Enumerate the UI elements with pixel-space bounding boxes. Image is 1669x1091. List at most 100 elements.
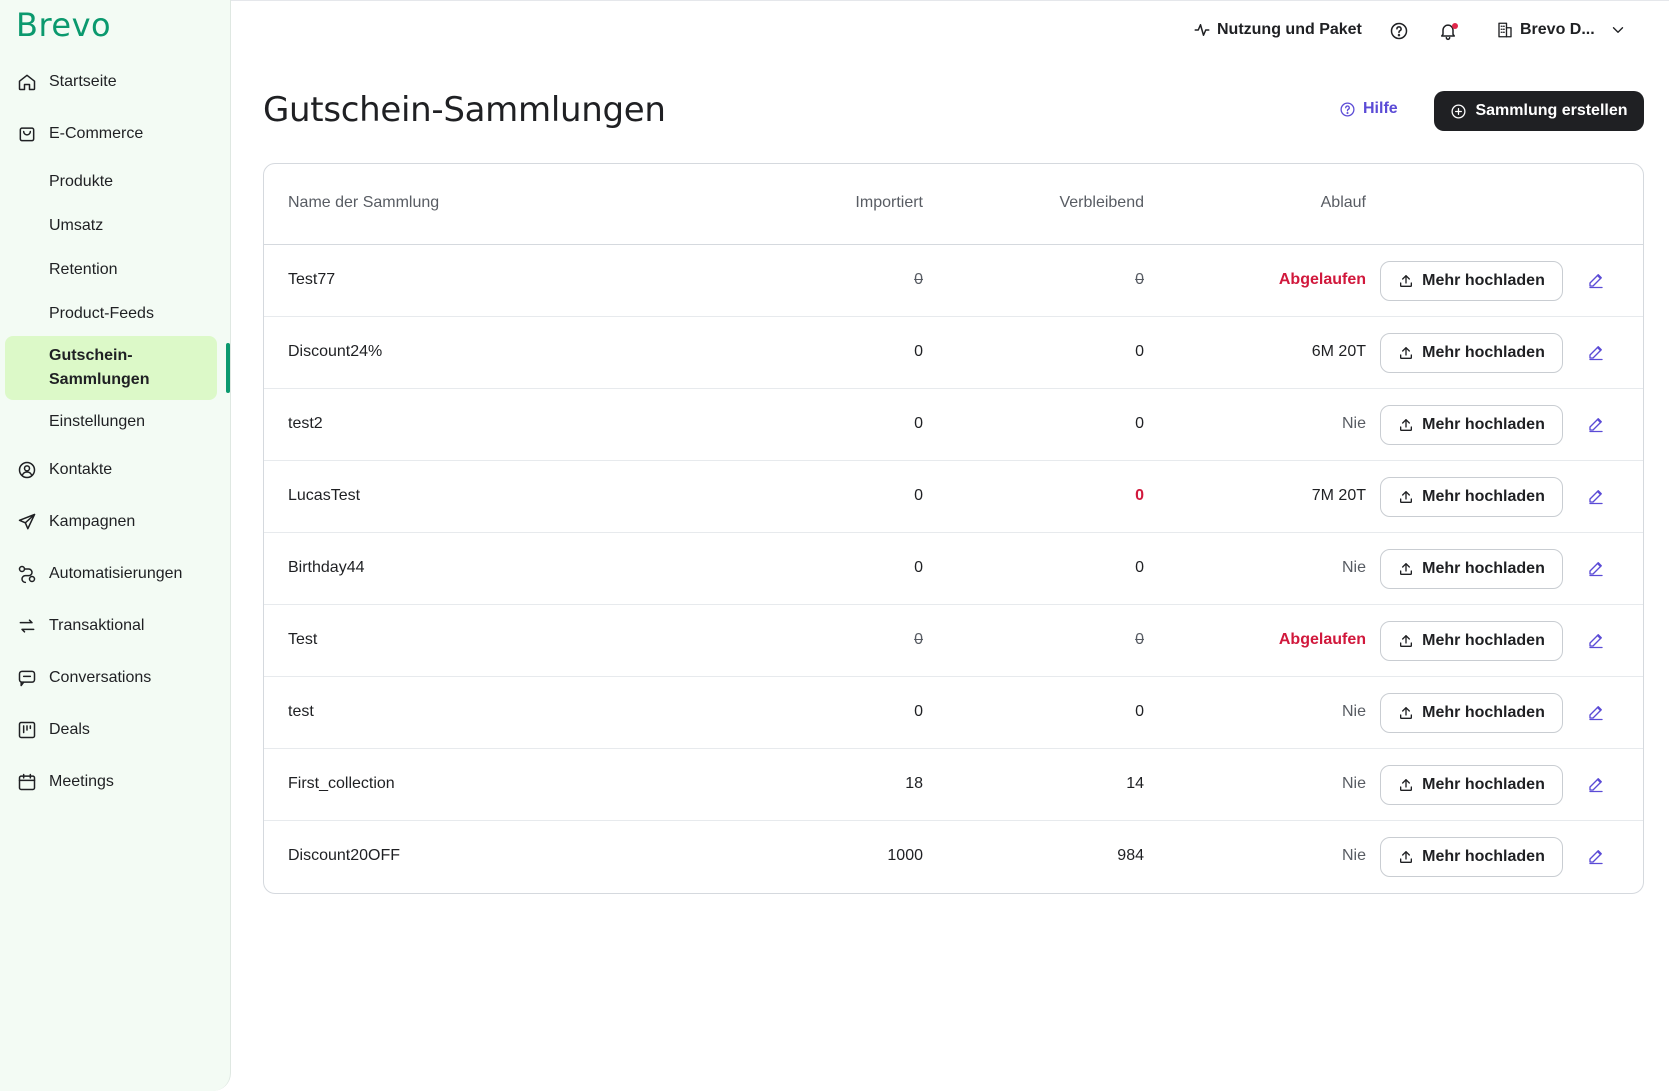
- upload-label: Mehr hochladen: [1422, 272, 1545, 289]
- collection-name: Discount20OFF: [288, 847, 401, 864]
- account-menu[interactable]: Brevo D...: [1496, 21, 1627, 39]
- edit-icon[interactable]: [1587, 631, 1607, 651]
- sidebar-item-meetings[interactable]: Meetings: [0, 756, 231, 808]
- expiry-value: Abgelaufen: [1278, 271, 1366, 288]
- bell-icon[interactable]: [1438, 21, 1460, 43]
- remaining-count: 0: [1135, 487, 1144, 504]
- chevron-down-icon: [1612, 27, 1623, 33]
- upload-icon: [1400, 275, 1413, 287]
- sidebar-item-kampagnen[interactable]: Kampagnen: [0, 496, 231, 548]
- expiry-value: 6M 20T: [1311, 343, 1366, 360]
- sidebar-item-conversations[interactable]: Conversations: [0, 652, 231, 704]
- collection-name: Test77: [288, 271, 336, 288]
- upload-icon: [1400, 851, 1413, 863]
- expiry-value: 7M 20T: [1311, 487, 1366, 504]
- sidebar-subitem-produkte[interactable]: Produkte: [49, 173, 114, 190]
- help-icon[interactable]: [1389, 21, 1411, 43]
- edit-icon[interactable]: [1587, 559, 1607, 579]
- upload-more-button[interactable]: Mehr hochladen: [1380, 765, 1563, 805]
- column-header-remaining: Verbleibend: [1059, 194, 1144, 211]
- activity-icon: [1194, 24, 1210, 36]
- upload-more-button[interactable]: Mehr hochladen: [1380, 405, 1563, 445]
- sidebar-item-transaktional[interactable]: Transaktional: [0, 600, 231, 652]
- upload-label: Mehr hochladen: [1422, 848, 1545, 865]
- sidebar-subitem-retention[interactable]: Retention: [49, 261, 118, 278]
- notification-dot: [1452, 23, 1458, 29]
- remaining-count: 14: [1126, 775, 1144, 792]
- collection-name: Discount24%: [288, 343, 383, 360]
- usage-and-plan-link[interactable]: Nutzung und Paket: [1193, 21, 1362, 39]
- imported-count: 18: [905, 775, 923, 792]
- plus-circle-icon: [1451, 103, 1466, 119]
- edit-icon[interactable]: [1587, 271, 1607, 291]
- sidebar-item-label: Deals: [49, 721, 90, 738]
- upload-icon: [1400, 779, 1413, 791]
- edit-icon[interactable]: [1587, 487, 1607, 507]
- upload-more-button[interactable]: Mehr hochladen: [1380, 333, 1563, 373]
- upload-more-button[interactable]: Mehr hochladen: [1380, 693, 1563, 733]
- imported-count: 0: [914, 415, 923, 432]
- imported-count: 1000: [887, 847, 923, 864]
- edit-icon[interactable]: [1587, 847, 1607, 867]
- table-row: test2 0 0 Nie Mehr hochladen: [264, 389, 1643, 461]
- sidebar-subitem-product-feeds[interactable]: Product-Feeds: [49, 305, 154, 322]
- upload-more-button[interactable]: Mehr hochladen: [1380, 837, 1563, 877]
- brevo-logo[interactable]: Brevo: [16, 6, 112, 44]
- column-header-name: Name der Sammlung: [288, 194, 440, 211]
- expiry-value: Nie: [1341, 847, 1366, 864]
- calendar-icon: [17, 772, 37, 792]
- collection-name: test2: [288, 415, 323, 432]
- table-body: Test77 0 0 Abgelaufen Mehr hochladen Dis…: [264, 245, 1643, 893]
- sidebar-item-automatisierungen[interactable]: Automatisierungen: [0, 548, 231, 600]
- collection-name: test: [288, 703, 314, 720]
- upload-more-button[interactable]: Mehr hochladen: [1380, 549, 1563, 589]
- active-indicator: [226, 343, 230, 393]
- remaining-count: 0: [1135, 343, 1144, 360]
- imported-count: 0: [914, 703, 923, 720]
- edit-icon[interactable]: [1587, 703, 1607, 723]
- table-row: First_collection 18 14 Nie Mehr hochlade…: [264, 749, 1643, 821]
- upload-more-button[interactable]: Mehr hochladen: [1380, 261, 1563, 301]
- upload-more-button[interactable]: Mehr hochladen: [1380, 621, 1563, 661]
- create-label: Sammlung erstellen: [1475, 102, 1628, 119]
- upload-icon: [1400, 419, 1413, 431]
- transfer-icon: [17, 616, 37, 636]
- sidebar-subitem-gutschein-sammlungen[interactable]: Gutschein- Sammlungen: [5, 336, 230, 400]
- create-collection-button[interactable]: Sammlung erstellen: [1434, 91, 1644, 131]
- sidebar-nav: Startseite E-Commerce Produkte Umsatz Re…: [0, 56, 231, 808]
- imported-count: 0: [914, 631, 923, 648]
- edit-icon[interactable]: [1587, 415, 1607, 435]
- sidebar-subitem-label: Gutschein- Sammlungen: [49, 347, 150, 388]
- edit-icon[interactable]: [1587, 343, 1607, 363]
- sidebar-subitem-umsatz[interactable]: Umsatz: [49, 217, 104, 234]
- account-label: Brevo D...: [1520, 21, 1595, 38]
- expiry-value: Nie: [1341, 703, 1366, 720]
- expiry-value: Nie: [1341, 775, 1366, 792]
- remaining-count: 984: [1117, 847, 1144, 864]
- sidebar-item-deals[interactable]: Deals: [0, 704, 231, 756]
- sidebar-item-e-commerce[interactable]: E-Commerce: [0, 108, 231, 160]
- upload-icon: [1400, 707, 1413, 719]
- help-link[interactable]: Hilfe: [1339, 100, 1398, 118]
- upload-more-button[interactable]: Mehr hochladen: [1380, 477, 1563, 517]
- automation-icon: [17, 564, 37, 584]
- sidebar-item-kontakte[interactable]: Kontakte: [0, 444, 231, 496]
- sidebar-item-startseite[interactable]: Startseite: [0, 56, 231, 108]
- remaining-count: 0: [1135, 631, 1144, 648]
- shopping-bag-icon: [17, 124, 37, 144]
- upload-label: Mehr hochladen: [1422, 416, 1545, 433]
- table-row: LucasTest 0 0 7M 20T Mehr hochladen: [264, 461, 1643, 533]
- page-title: Gutschein-Sammlungen: [263, 90, 666, 130]
- edit-icon[interactable]: [1587, 775, 1607, 795]
- help-circle-icon: [1340, 101, 1355, 117]
- upload-label: Mehr hochladen: [1422, 704, 1545, 721]
- contact-icon: [17, 460, 37, 480]
- sidebar-subitem-einstellungen[interactable]: Einstellungen: [49, 413, 146, 430]
- chat-icon: [17, 668, 37, 688]
- top-bar: Nutzung und Paket Brevo D...: [231, 0, 1669, 62]
- collection-name: First_collection: [288, 775, 395, 792]
- remaining-count: 0: [1135, 271, 1144, 288]
- upload-label: Mehr hochladen: [1422, 776, 1545, 793]
- sidebar-item-label: Conversations: [49, 669, 152, 686]
- building-icon: [1498, 22, 1512, 38]
